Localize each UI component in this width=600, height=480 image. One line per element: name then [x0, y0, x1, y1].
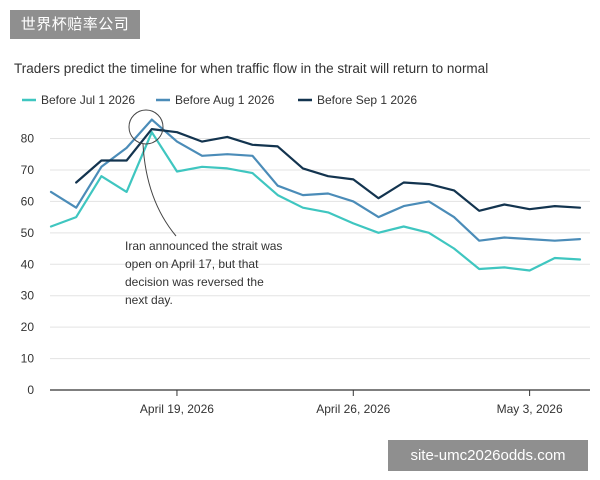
chart-legend: Before Jul 1 2026 Before Aug 1 2026 Before… — [22, 93, 417, 107]
y-tick-label: 80 — [21, 132, 35, 146]
gridlines — [50, 138, 590, 360]
annotation-text-line: decision was reversed the — [125, 275, 264, 289]
x-tick-label: April 19, 2026 — [140, 402, 214, 416]
legend-label: Before Jul 1 2026 — [41, 93, 135, 107]
y-tick-label: 70 — [21, 163, 35, 177]
watermark-bottom-right: site-umc2026odds.com — [388, 440, 588, 471]
series-line — [75, 128, 582, 212]
x-tick-label: May 3, 2026 — [497, 402, 563, 416]
annotation-text-line: next day. — [125, 293, 173, 307]
watermark-top-left: 世界杯赔率公司 — [10, 10, 140, 39]
series-line — [49, 118, 582, 242]
series-line — [49, 131, 582, 272]
y-axis-ticks: 0 10 20 30 40 50 60 70 80 — [21, 132, 35, 398]
y-tick-label: 0 — [27, 383, 34, 397]
annotation-leader-line — [142, 143, 177, 237]
y-tick-label: 40 — [21, 257, 35, 271]
x-tick-label: April 26, 2026 — [316, 402, 390, 416]
y-tick-label: 50 — [21, 226, 35, 240]
annotation-circle — [128, 109, 164, 145]
series-lines — [49, 118, 582, 272]
y-tick-label: 60 — [21, 194, 35, 208]
x-axis: April 19, 2026 April 26, 2026 May 3, 2026 — [50, 389, 590, 416]
legend-label: Before Sep 1 2026 — [317, 93, 417, 107]
y-tick-label: 10 — [21, 352, 35, 366]
chart-title: Traders predict the timeline for when tr… — [14, 61, 488, 76]
legend-label: Before Aug 1 2026 — [175, 93, 275, 107]
y-tick-label: 20 — [21, 320, 35, 334]
annotation-text-line: open on April 17, but that — [125, 257, 259, 271]
annotation-text-line: Iran announced the strait was — [125, 239, 282, 253]
y-tick-label: 30 — [21, 289, 35, 303]
chart-annotation: Iran announced the strait was open on Apr… — [125, 109, 282, 307]
